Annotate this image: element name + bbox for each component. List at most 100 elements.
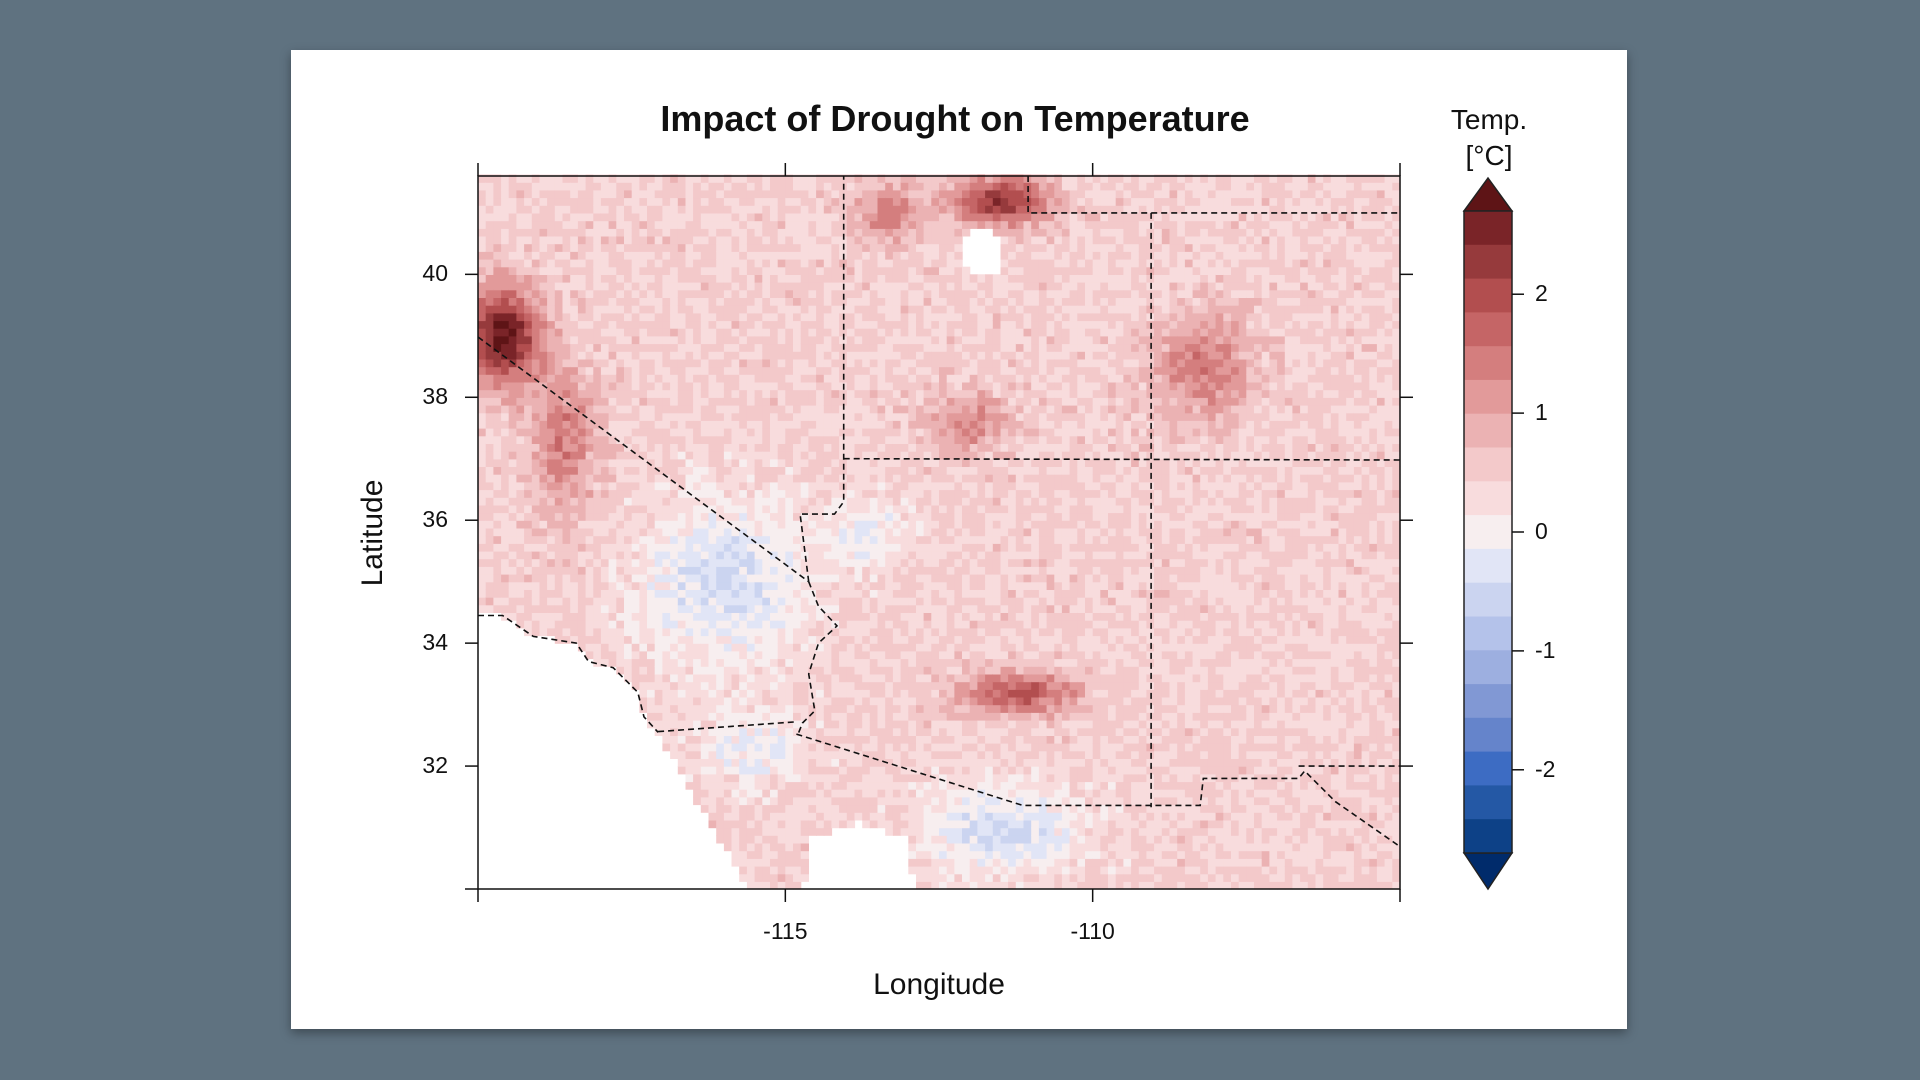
heatmap-cell: [662, 489, 671, 498]
heatmap-cell: [577, 428, 587, 437]
heatmap-cell: [723, 635, 733, 644]
heatmap-cell: [685, 543, 694, 552]
heatmap-cell: [808, 550, 817, 560]
heatmap-cell: [762, 673, 771, 683]
heatmap-cell: [662, 428, 671, 437]
heatmap-cell: [570, 627, 579, 637]
heatmap-cell: [516, 381, 525, 391]
heatmap-cell: [685, 335, 694, 345]
heatmap-cell: [831, 212, 840, 222]
heatmap-cell: [570, 197, 579, 206]
heatmap-cell: [662, 374, 671, 383]
heatmap-cell: [916, 827, 925, 836]
heatmap-cell: [739, 850, 748, 859]
heatmap-cell: [600, 650, 610, 660]
heatmap-cell: [939, 297, 948, 306]
heatmap-cell: [739, 673, 748, 683]
heatmap-cell: [539, 320, 548, 329]
heatmap-cell: [631, 259, 640, 268]
heatmap-cell: [577, 205, 587, 214]
heatmap-cell: [531, 389, 541, 398]
heatmap-cell: [754, 796, 763, 806]
heatmap-cell: [685, 212, 694, 222]
heatmap-cell: [816, 743, 825, 752]
heatmap-cell: [923, 643, 932, 652]
heatmap-cell: [931, 351, 940, 360]
heatmap-cell: [524, 527, 533, 537]
heatmap-cell: [478, 405, 487, 414]
heatmap-cell: [816, 527, 825, 537]
heatmap-cell: [670, 620, 679, 629]
heatmap-cell: [869, 773, 879, 783]
heatmap-cell: [554, 335, 564, 345]
heatmap-cell: [846, 712, 856, 721]
heatmap-cell: [862, 819, 871, 829]
heatmap-cell: [746, 873, 756, 882]
heatmap-cell: [631, 451, 640, 460]
heatmap-cell: [862, 312, 871, 322]
heatmap-cell: [770, 366, 779, 375]
heatmap-cell: [716, 274, 725, 283]
heatmap-cell: [892, 589, 902, 598]
heatmap-cell: [662, 643, 671, 652]
heatmap-cell: [916, 773, 925, 783]
heatmap-cell: [539, 604, 548, 613]
heatmap-cell: [854, 274, 863, 283]
heatmap-cell: [554, 512, 564, 521]
heatmap-cell: [508, 320, 517, 329]
heatmap-cell: [508, 343, 517, 352]
heatmap-cell: [662, 320, 671, 329]
heatmap-cell: [670, 305, 679, 314]
heatmap-cell: [685, 320, 694, 329]
heatmap-cell: [631, 397, 640, 406]
heatmap-cell: [670, 320, 679, 329]
heatmap-cell: [846, 666, 856, 675]
heatmap-cell: [554, 474, 564, 483]
heatmap-cell: [639, 358, 648, 368]
heatmap-cell: [600, 535, 610, 544]
heatmap-cell: [746, 666, 756, 675]
heatmap-cell: [708, 228, 717, 237]
heatmap-cell: [593, 581, 602, 590]
heatmap-cell: [600, 458, 610, 467]
heatmap-cell: [939, 220, 948, 229]
heatmap-cell: [746, 673, 756, 683]
heatmap-cell: [577, 351, 587, 360]
heatmap-cell: [516, 543, 525, 552]
heatmap-cell: [700, 243, 710, 252]
heatmap-cell: [816, 335, 825, 345]
heatmap-cell: [869, 566, 879, 575]
heatmap-cell: [708, 658, 717, 667]
heatmap-cell: [662, 243, 671, 252]
heatmap-cell: [931, 842, 940, 852]
heatmap-cell: [877, 535, 886, 544]
heatmap-cell: [931, 405, 940, 414]
heatmap-cell: [777, 205, 786, 214]
heatmap-cell: [785, 351, 794, 360]
heatmap-cell: [685, 566, 694, 575]
heatmap-cell: [923, 212, 932, 222]
heatmap-cell: [577, 527, 587, 537]
heatmap-cell: [770, 527, 779, 537]
heatmap-cell: [777, 735, 786, 744]
heatmap-cell: [639, 405, 648, 414]
heatmap-cell: [654, 420, 663, 429]
heatmap-cell: [939, 274, 948, 283]
heatmap-cell: [777, 466, 786, 475]
heatmap-cell: [931, 504, 940, 514]
heatmap-cell: [670, 481, 679, 491]
heatmap-cell: [839, 635, 848, 644]
heatmap-cell: [931, 320, 940, 329]
heatmap-cell: [624, 489, 633, 498]
heatmap-cell: [892, 358, 902, 368]
heatmap-cell: [954, 328, 963, 337]
heatmap-cell: [739, 297, 748, 306]
heatmap-cell: [939, 881, 948, 890]
heatmap-cell: [946, 466, 955, 475]
heatmap-cell: [593, 312, 602, 322]
heatmap-cell: [777, 850, 786, 859]
heatmap-cell: [577, 612, 587, 621]
heatmap-cell: [793, 374, 802, 383]
heatmap-cell: [662, 512, 671, 521]
heatmap-cell: [693, 397, 702, 406]
